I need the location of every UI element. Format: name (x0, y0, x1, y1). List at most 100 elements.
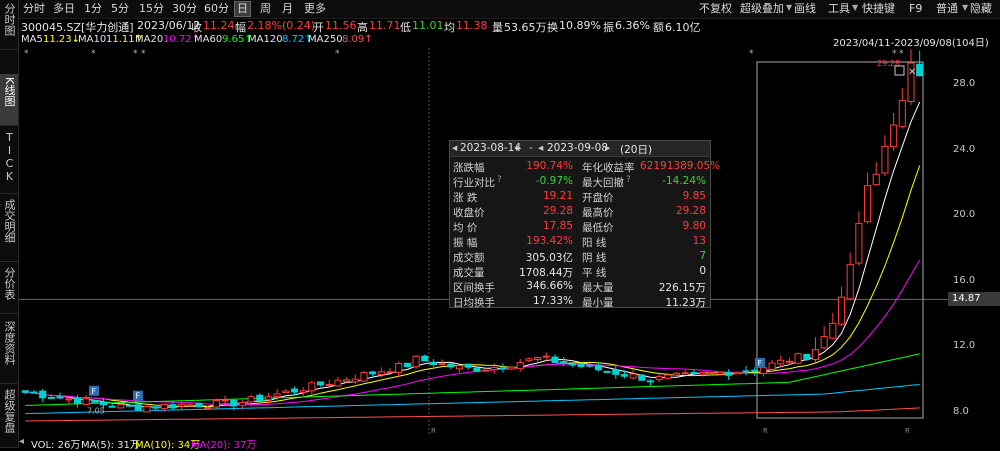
period-30min[interactable]: 30分 (172, 2, 197, 15)
candle-body (91, 400, 99, 403)
help-icon[interactable]: ? (626, 175, 631, 185)
ma10-value: 11.11↑ (106, 34, 144, 45)
expand-icon (894, 65, 905, 76)
tab-deal-details[interactable]: 成交明细 (0, 196, 18, 262)
super-overlay-button[interactable]: 超级叠加 (740, 2, 784, 15)
event-marker: * (133, 49, 138, 59)
period-5min[interactable]: 5分 (111, 2, 129, 15)
candle-body (542, 355, 550, 358)
candle-body (117, 404, 125, 409)
tab-tick[interactable]: TICK (0, 128, 18, 194)
normal-button[interactable]: 普通 (936, 2, 958, 15)
candle-body (803, 353, 811, 361)
popup-left-value: 29.28 (542, 205, 573, 217)
candle-body (351, 378, 359, 383)
tab-label: 分时图 (3, 3, 16, 36)
period-multiday[interactable]: 多日 (53, 2, 75, 15)
flag-icon-letter: F (136, 392, 141, 401)
amplitude-value: 6.36% (615, 19, 650, 32)
tab-price-table[interactable]: 分价表 (0, 264, 18, 314)
tools-button[interactable]: 工具 (828, 2, 850, 15)
period-week[interactable]: 周 (260, 2, 271, 15)
candle-body (742, 370, 750, 373)
ma120-line (25, 384, 920, 415)
range-dash: - (529, 142, 533, 154)
candle-body (881, 145, 889, 174)
tab-kline[interactable]: K线图 (0, 74, 18, 126)
turnover-label: 换 (547, 21, 558, 34)
candle-body (516, 362, 524, 370)
candle-body (438, 363, 446, 366)
popup-header: ◂ 2023-08-14 ▸ - ◂ 2023-09-08 ▸ (20日) (450, 141, 710, 157)
event-marker: * (91, 49, 96, 59)
r-marker: R (763, 427, 768, 435)
current-price-tag: 14.87 (948, 292, 1000, 306)
vol-value: VOL: 26万 (31, 440, 81, 451)
prev-start-icon[interactable]: ◂ (452, 142, 458, 154)
no-adjust-button[interactable]: 不复权 (699, 2, 732, 15)
hide-button[interactable]: 隐藏 (970, 2, 992, 15)
shortcut-button[interactable]: 快捷键 (862, 2, 895, 15)
candle-body (864, 185, 872, 223)
y-tick-label: 28.0 (953, 78, 976, 89)
tab-super-replay[interactable]: 超级复盘 (0, 386, 18, 448)
popup-left-label: 涨 跌 (453, 192, 478, 204)
popup-left-label: 涨跌幅 (453, 162, 485, 174)
r-marker: R (431, 427, 436, 435)
volume-legend: ◂ VOL: 26万 MA(5): 31万 MA(10): 34万 MA(20)… (19, 436, 1000, 451)
f9-button[interactable]: F9 (909, 2, 923, 15)
popup-right-label: 最大量 (582, 282, 614, 294)
popup-left-value: 190.74% (526, 160, 573, 172)
flag-icon (89, 385, 99, 396)
period-1min[interactable]: 1分 (84, 2, 102, 15)
candle-body (455, 365, 464, 370)
candle-body (178, 404, 186, 407)
range-end: 2023-09-08 (547, 142, 609, 154)
ma250-line (25, 407, 920, 422)
draw-line-button[interactable]: 画线 (794, 2, 816, 15)
help-icon[interactable]: ? (497, 175, 502, 185)
change-label: 幅 (235, 21, 246, 34)
candle-body (629, 373, 637, 379)
flag-icon-letter: F (92, 387, 97, 396)
tab-depth-data[interactable]: 深度资料 (0, 318, 18, 384)
ma20-label: MA20 (135, 34, 164, 45)
ma250-value: 8.09↑ (342, 34, 373, 45)
chevron-down-icon: ▼ (962, 3, 969, 12)
popup-left-value: 1708.44万 (519, 267, 573, 279)
ma10-label: MA10 (78, 34, 107, 45)
period-timeshare[interactable]: 分时 (23, 2, 45, 15)
candle-body (534, 357, 542, 361)
close-label: 收 (191, 21, 202, 34)
next-start-icon[interactable]: ▸ (516, 142, 522, 154)
candle-body (612, 369, 620, 375)
flag-icon (133, 390, 143, 401)
period-60min[interactable]: 60分 (204, 2, 229, 15)
popup-right-label: 阴 线 (582, 252, 607, 264)
popup-right-label: 最大回撤 (582, 177, 624, 189)
period-month[interactable]: 月 (282, 2, 293, 15)
period-15min[interactable]: 15分 (139, 2, 164, 15)
tab-label: 超级复盘 (3, 389, 16, 433)
candle-body (264, 396, 272, 401)
ma20-line (25, 259, 921, 406)
popup-right-label: 平 线 (582, 267, 607, 279)
next-end-icon[interactable]: ▸ (605, 142, 611, 154)
popup-left-value: 17.33% (532, 295, 573, 307)
candle-body (751, 369, 759, 372)
vol-ma5: MA(5): 31万 (81, 440, 140, 451)
amount-value: 6.10亿 (665, 21, 701, 34)
tab-timeshare[interactable]: 分时图 (0, 0, 18, 50)
prev-end-icon[interactable]: ◂ (538, 142, 544, 154)
popup-right-value: 226.15万 (658, 282, 706, 294)
candle-body (238, 402, 246, 406)
candle-body (646, 380, 655, 383)
candle-body (30, 391, 38, 394)
collapse-icon[interactable]: ◂ (19, 436, 25, 447)
period-day[interactable]: 日 (234, 1, 251, 17)
candle-body (421, 355, 429, 362)
candle-body (525, 358, 533, 362)
period-more[interactable]: 更多 (304, 2, 326, 15)
quote-info-bar: 300045.SZ[华力创通] 2023/06/12 收 11.24 幅 2.1… (19, 19, 1000, 34)
